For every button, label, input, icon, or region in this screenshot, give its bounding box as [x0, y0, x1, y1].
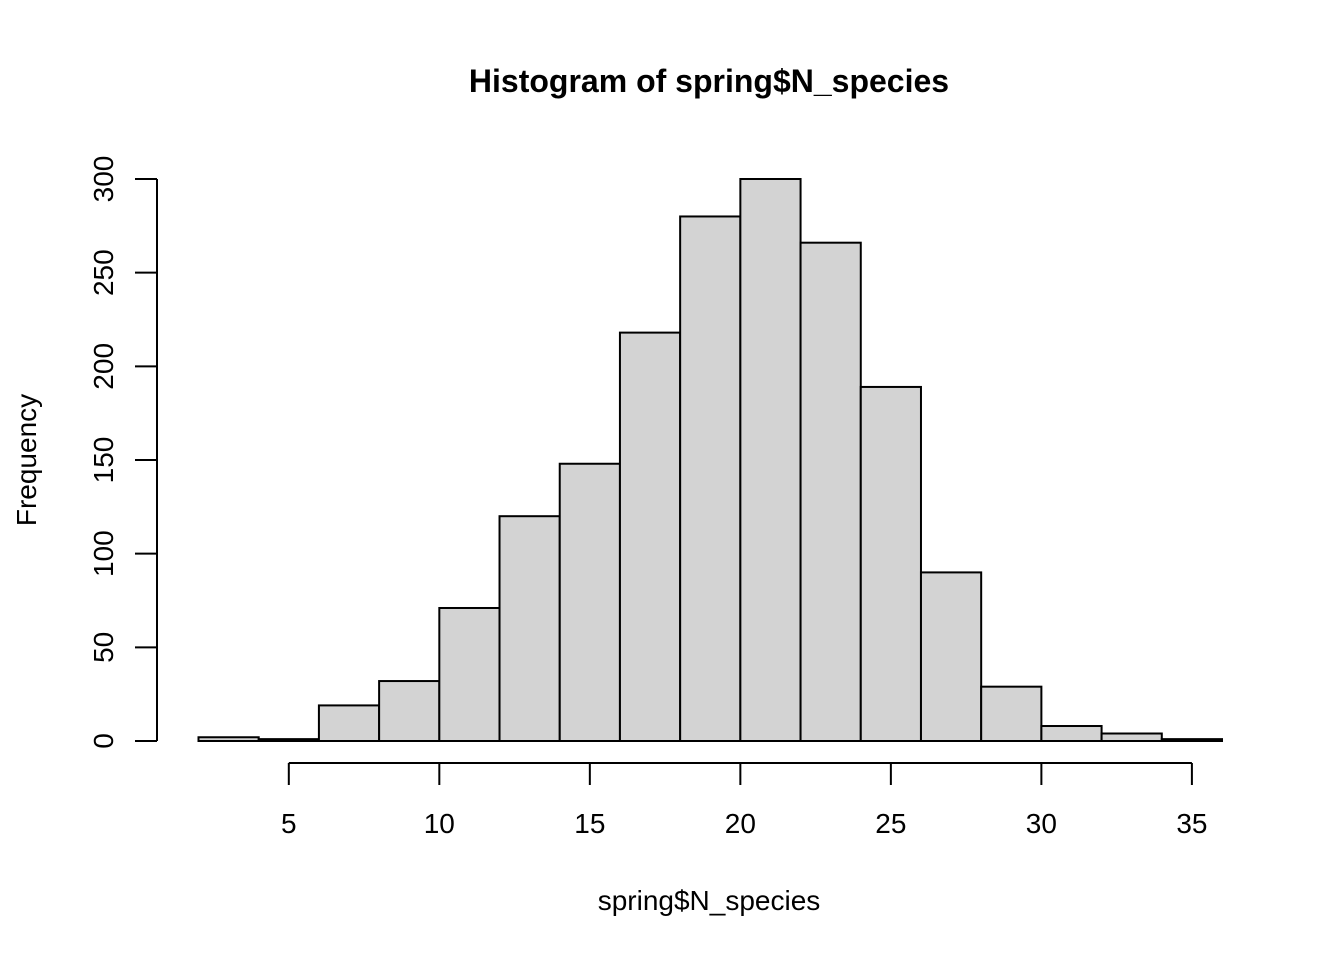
histogram-bar	[317, 704, 381, 743]
y-tick-label: 50	[88, 632, 119, 663]
chart-title: Histogram of spring$N_species	[469, 63, 949, 99]
histogram-bar	[739, 178, 802, 742]
histogram-bar	[498, 515, 561, 743]
histogram-bar	[980, 685, 1043, 743]
x-tick-label: 35	[1176, 808, 1207, 839]
y-axis-label: Frequency	[11, 394, 42, 526]
histogram-bar	[1100, 732, 1163, 742]
histogram-bar	[558, 462, 621, 742]
histogram-bar	[679, 215, 742, 742]
x-tick-label: 15	[574, 808, 605, 839]
y-tick-label: 150	[88, 437, 119, 484]
histogram-bar	[1040, 725, 1103, 742]
histogram-bar	[1160, 738, 1223, 742]
histogram-bar	[799, 241, 862, 742]
y-tick-label: 200	[88, 343, 119, 390]
x-tick-label: 20	[725, 808, 756, 839]
y-tick-label: 300	[88, 156, 119, 203]
bars-group	[197, 178, 1223, 743]
y-tick-label: 250	[88, 249, 119, 296]
x-tick-label: 25	[875, 808, 906, 839]
histogram-bar	[859, 385, 922, 742]
y-ticks-group: 0 50 100 150 200 250 300	[88, 156, 157, 749]
histogram-bar	[197, 736, 260, 743]
histogram-bar	[438, 606, 501, 743]
y-tick-label: 100	[88, 530, 119, 577]
y-tick-label: 0	[88, 733, 119, 749]
histogram-bar	[919, 571, 983, 743]
x-axis-label: spring$N_species	[598, 885, 821, 916]
x-tick-label: 10	[424, 808, 455, 839]
histogram-bar	[378, 680, 441, 743]
histogram-bar	[618, 331, 682, 742]
x-tick-label: 30	[1026, 808, 1057, 839]
x-ticks-group: 5 10 15 20 25 30 35	[281, 763, 1207, 839]
x-tick-label: 5	[281, 808, 297, 839]
histogram-bar	[257, 738, 320, 742]
